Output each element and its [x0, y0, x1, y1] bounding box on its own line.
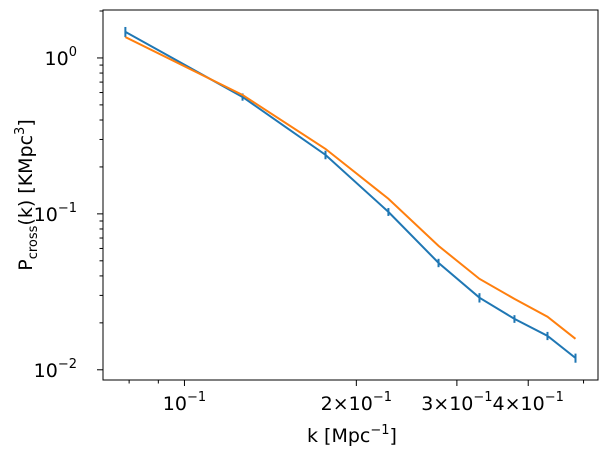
tick-label: 10−1 [34, 201, 77, 226]
tick-label: 4×10−1 [493, 390, 564, 415]
y-label-text: (k) [KMpc [15, 135, 37, 226]
tick-label-base: 4×10 [493, 393, 545, 415]
y-label-end: ] [15, 119, 37, 126]
x-axis-label: k [Mpc−1] [307, 423, 397, 447]
tick-label-base: 10 [163, 393, 187, 415]
tick-label: 10−2 [34, 357, 77, 382]
tick-label-exp: −1 [373, 390, 392, 405]
tick-label-exp: 0 [69, 45, 77, 60]
plot-frame [102, 9, 599, 381]
tick-label-exp: −1 [473, 390, 492, 405]
tick-label: 10−1 [163, 390, 206, 415]
series-line [124, 30, 577, 359]
tick-label: 100 [45, 45, 77, 70]
tick-label-base: 10 [34, 204, 58, 226]
y-label-sup: 3 [13, 127, 28, 135]
tick-label-base: 2×10 [321, 393, 373, 415]
tick-label: 3×10−1 [421, 390, 492, 415]
tick-label-base: 3×10 [421, 393, 473, 415]
tick-label: 2×10−1 [321, 390, 392, 415]
series-line [124, 36, 577, 340]
tick-label-base: 10 [34, 360, 58, 382]
y-label-base: P [15, 259, 37, 270]
x-label-end: ] [390, 425, 397, 447]
x-label-text: k [Mpc [307, 425, 370, 447]
x-label-sup: −1 [370, 423, 389, 438]
y-axis-label: Pcross(k) [KMpc3] [13, 119, 41, 271]
tick-label-exp: −1 [187, 390, 206, 405]
y-label-sub: cross [26, 225, 41, 259]
tick-label-base: 10 [45, 48, 69, 70]
tick-label-exp: −1 [545, 390, 564, 405]
tick-label-exp: −1 [58, 201, 77, 216]
tick-label-exp: −2 [58, 357, 77, 372]
